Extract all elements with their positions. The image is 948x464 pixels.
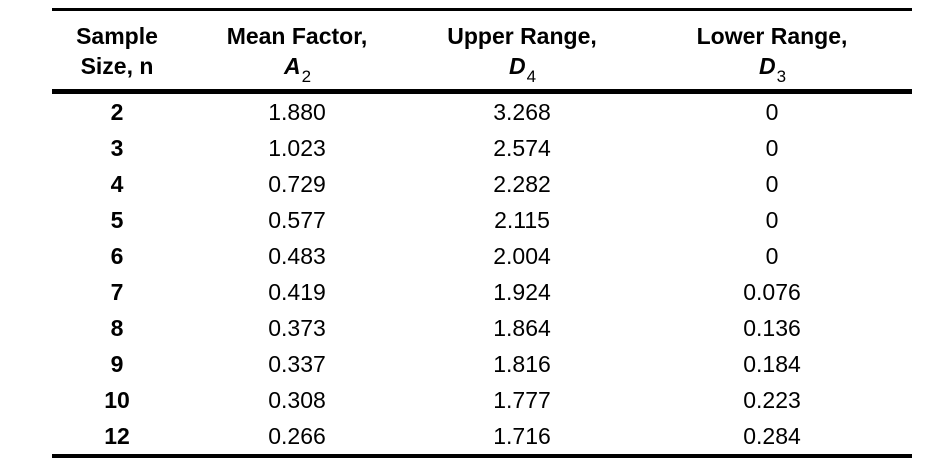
header-sample-size: Sample Size, n: [52, 10, 182, 92]
cell-d4: 2.004: [493, 242, 551, 269]
cell-d3: 0.136: [743, 314, 801, 341]
table-row: 8 0.373 1.864 0.136: [52, 310, 912, 346]
header-row: Sample Size, n Mean Factor, A2 Upper Ran…: [52, 10, 912, 92]
table-row: 7 0.419 1.924 0.076: [52, 274, 912, 310]
cell-a2: 0.419: [268, 278, 326, 305]
cell-d4: 2.282: [493, 170, 551, 197]
cell-a2: 1.023: [268, 134, 326, 161]
cell-sample-size: 12: [104, 422, 130, 449]
header-lower-range: Lower Range, D3: [632, 10, 912, 92]
cell-sample-size: 9: [110, 350, 124, 377]
header-lower-range-symbol: D3: [758, 53, 787, 86]
cell-a2: 0.373: [268, 314, 326, 341]
cell-d3: 0: [765, 98, 779, 125]
header-upper-range-symbol: D4: [508, 53, 537, 86]
cell-d4: 1.816: [493, 350, 551, 377]
table-body: 2 1.880 3.268 0 3 1.023 2.574 0 4 0.729 2.282 0 5 0.5…: [52, 92, 912, 457]
table-row: 10 0.308 1.777 0.223: [52, 382, 912, 418]
cell-d4: 1.716: [493, 422, 551, 449]
cell-sample-size: 2: [110, 98, 124, 125]
cell-d3: 0: [765, 206, 779, 233]
header-upper-range: Upper Range, D4: [412, 10, 632, 92]
cell-d3: 0: [765, 242, 779, 269]
cell-d4: 1.864: [493, 314, 551, 341]
cell-a2: 0.337: [268, 350, 326, 377]
table-row: 5 0.577 2.115 0: [52, 202, 912, 238]
cell-sample-size: 10: [104, 386, 130, 413]
cell-a2: 0.729: [268, 170, 326, 197]
table-row: 2 1.880 3.268 0: [52, 92, 912, 131]
table-header: Sample Size, n Mean Factor, A2 Upper Ran…: [52, 10, 912, 92]
cell-d4: 2.115: [494, 206, 550, 233]
header-sample-size-line2: Size, n: [80, 53, 154, 79]
cell-a2: 0.266: [268, 422, 326, 449]
table-row: 4 0.729 2.282 0: [52, 166, 912, 202]
cell-d4: 1.777: [493, 386, 551, 413]
cell-d3: 0: [765, 170, 779, 197]
table-row: 3 1.023 2.574 0: [52, 130, 912, 166]
cell-d3: 0.076: [743, 278, 801, 305]
header-upper-range-label: Upper Range,: [447, 23, 597, 49]
cell-sample-size: 7: [110, 278, 124, 305]
table-row: 9 0.337 1.816 0.184: [52, 346, 912, 382]
header-mean-factor-label: Mean Factor,: [226, 23, 368, 49]
table-row: 12 0.266 1.716 0.284: [52, 418, 912, 456]
cell-a2: 0.308: [268, 386, 326, 413]
table-row: 6 0.483 2.004 0: [52, 238, 912, 274]
control-chart-factors-table: Sample Size, n Mean Factor, A2 Upper Ran…: [52, 8, 912, 458]
cell-sample-size: 8: [110, 314, 124, 341]
cell-d4: 1.924: [493, 278, 551, 305]
cell-a2: 1.880: [268, 98, 326, 125]
cell-d3: 0.223: [743, 386, 801, 413]
cell-sample-size: 5: [110, 206, 124, 233]
cell-sample-size: 4: [110, 170, 124, 197]
cell-a2: 0.483: [268, 242, 326, 269]
cell-d3: 0.284: [743, 422, 801, 449]
header-lower-range-label: Lower Range,: [696, 23, 848, 49]
header-mean-factor-symbol: A2: [283, 53, 312, 86]
cell-a2: 0.577: [268, 206, 326, 233]
cell-sample-size: 6: [110, 242, 124, 269]
cell-d4: 3.268: [493, 98, 551, 125]
header-sample-size-line1: Sample: [76, 23, 158, 49]
cell-sample-size: 3: [110, 134, 124, 161]
cell-d4: 2.574: [493, 134, 551, 161]
cell-d3: 0: [765, 134, 779, 161]
cell-d3: 0.184: [743, 350, 801, 377]
header-mean-factor: Mean Factor, A2: [182, 10, 412, 92]
